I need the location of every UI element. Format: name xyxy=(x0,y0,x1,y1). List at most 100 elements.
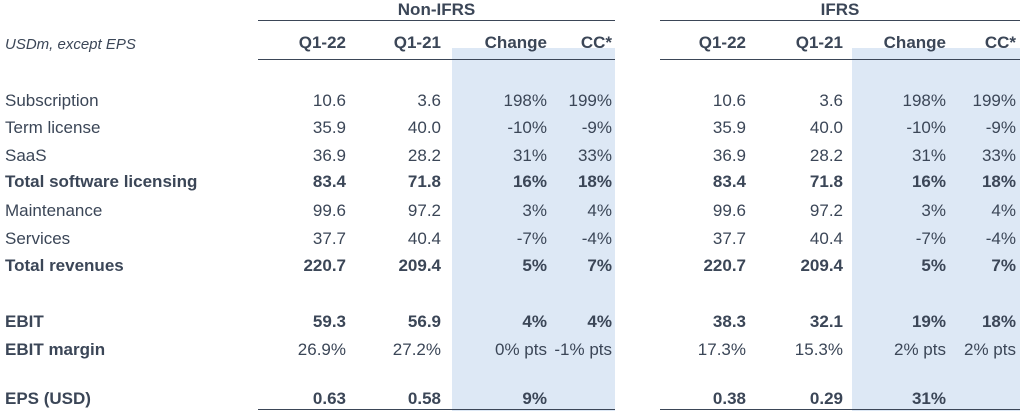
table-cell: 0.38 xyxy=(712,389,746,408)
table-cell: -4% xyxy=(985,229,1016,248)
table-cell: 16% xyxy=(911,172,946,191)
table-cell: 31% xyxy=(911,146,946,165)
table-cell: 33% xyxy=(981,146,1016,165)
table-cell: -9% xyxy=(581,118,612,137)
row-label: Term license xyxy=(5,118,101,137)
bottom-rule-ifrs xyxy=(660,409,1020,410)
table-cell: 59.3 xyxy=(312,312,346,331)
group-underline-nonifrs xyxy=(258,20,615,21)
table-cell: 4% xyxy=(587,201,612,220)
column-header: CC* xyxy=(984,33,1016,52)
row-label: Subscription xyxy=(5,91,99,110)
table-cell: 31% xyxy=(911,389,946,408)
table-cell: 83.4 xyxy=(312,172,346,191)
row-label: Total software licensing xyxy=(5,172,198,191)
table-cell: 99.6 xyxy=(312,201,346,220)
table-cell: 220.7 xyxy=(303,256,346,275)
row-label: EBIT margin xyxy=(5,340,106,359)
table-cell: 40.4 xyxy=(407,229,441,248)
table-cell: 37.7 xyxy=(712,229,746,248)
table-cell: 33% xyxy=(577,146,612,165)
table-cell: -10% xyxy=(507,118,547,137)
table-cell: 19% xyxy=(911,312,946,331)
row-label: EBIT xyxy=(5,312,44,331)
table-cell: -7% xyxy=(915,229,946,248)
row-label: EPS (USD) xyxy=(5,389,91,408)
table-cell: 40.0 xyxy=(407,118,441,137)
table-cell: 36.9 xyxy=(312,146,346,165)
table-cell: 0% pts xyxy=(495,340,547,359)
row-label: Services xyxy=(5,229,71,248)
table-cell: 31% xyxy=(512,146,547,165)
table-cell: 99.6 xyxy=(712,201,746,220)
table-cell: 9% xyxy=(522,389,547,408)
bottom-rule-nonifrs xyxy=(258,409,615,410)
table-cell: 2% pts xyxy=(964,340,1016,359)
table-cell: 4% xyxy=(522,312,547,331)
table-cell: 35.9 xyxy=(312,118,346,137)
table-cell: 199% xyxy=(568,91,612,110)
table-cell: 3.6 xyxy=(417,91,441,110)
table-cell: 17.3% xyxy=(697,340,746,359)
table-cell: 28.2 xyxy=(407,146,441,165)
table-cell: 18% xyxy=(981,312,1016,331)
column-header: Q1-22 xyxy=(298,33,346,52)
table-cell: 97.2 xyxy=(809,201,843,220)
column-header: CC* xyxy=(580,33,612,52)
table-cell: 97.2 xyxy=(407,201,441,220)
row-label: Maintenance xyxy=(5,201,103,220)
table-cell: -4% xyxy=(581,229,612,248)
table-cell: 199% xyxy=(972,91,1016,110)
row-label: SaaS xyxy=(5,146,47,165)
table-cell: 10.6 xyxy=(712,91,746,110)
change-column-highlight-nonifrs xyxy=(452,48,615,411)
table-cell: 35.9 xyxy=(712,118,746,137)
table-cell: 5% xyxy=(522,256,547,275)
table-cell: 2% pts xyxy=(894,340,946,359)
table-cell: 3.6 xyxy=(819,91,843,110)
table-cell: 18% xyxy=(577,172,612,191)
table-cell: 16% xyxy=(512,172,547,191)
table-cell: 3% xyxy=(522,201,547,220)
units-label: USDm, except EPS xyxy=(5,36,136,53)
change-column-highlight-ifrs xyxy=(852,48,1020,411)
table-cell: 10.6 xyxy=(312,91,346,110)
table-cell: 32.1 xyxy=(809,312,843,331)
table-cell: 37.7 xyxy=(312,229,346,248)
column-header: Q1-22 xyxy=(698,33,746,52)
header-underline-nonifrs xyxy=(258,59,615,60)
group-underline-ifrs xyxy=(660,20,1020,21)
table-cell: 28.2 xyxy=(809,146,843,165)
table-cell: 71.8 xyxy=(809,172,843,191)
table-cell: 15.3% xyxy=(794,340,843,359)
row-label: Total revenues xyxy=(5,256,124,275)
table-cell: 220.7 xyxy=(703,256,746,275)
table-cell: 198% xyxy=(503,91,547,110)
table-cell: 5% xyxy=(921,256,946,275)
table-cell: 4% xyxy=(991,201,1016,220)
table-cell: 0.58 xyxy=(407,389,441,408)
table-cell: 209.4 xyxy=(398,256,441,275)
header-underline-ifrs xyxy=(660,59,1020,60)
column-header: Q1-21 xyxy=(393,33,441,52)
group-header-ifrs: IFRS xyxy=(820,0,860,19)
table-cell: 7% xyxy=(587,256,612,275)
table-cell: 3% xyxy=(921,201,946,220)
column-header: Change xyxy=(883,33,946,52)
group-header-nonifrs: Non-IFRS xyxy=(397,0,476,19)
table-cell: 36.9 xyxy=(712,146,746,165)
table-cell: 71.8 xyxy=(407,172,441,191)
table-cell: 7% xyxy=(991,256,1016,275)
table-cell: 40.4 xyxy=(809,229,843,248)
table-cell: 18% xyxy=(981,172,1016,191)
table-cell: 27.2% xyxy=(392,340,441,359)
table-cell: -10% xyxy=(906,118,946,137)
table-cell: 26.9% xyxy=(297,340,346,359)
table-cell: -7% xyxy=(516,229,547,248)
table-cell: 40.0 xyxy=(809,118,843,137)
table-cell: -1% pts xyxy=(554,340,612,359)
table-cell: 209.4 xyxy=(800,256,843,275)
table-cell: 4% xyxy=(587,312,612,331)
table-cell: 83.4 xyxy=(712,172,746,191)
table-cell: 198% xyxy=(902,91,946,110)
